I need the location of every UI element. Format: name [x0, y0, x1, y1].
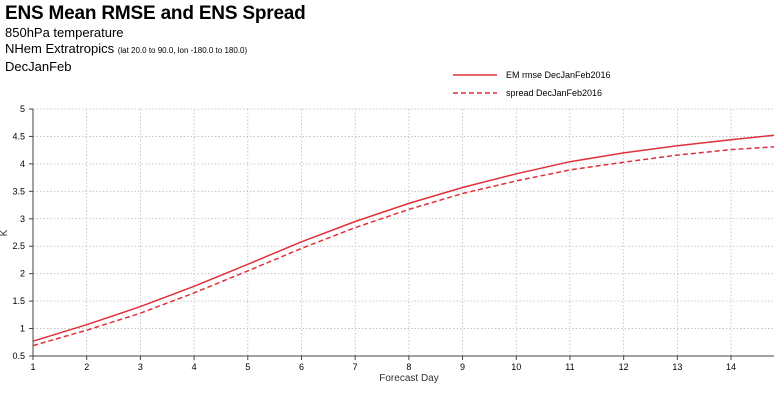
x-tick-label: 14: [726, 362, 736, 372]
y-tick-label: 3: [20, 214, 25, 224]
x-tick-label: 2: [84, 362, 89, 372]
grid-lines: [33, 108, 774, 356]
y-tick-label: 4: [20, 159, 25, 169]
parameter-subtitle: 850hPa temperature: [5, 25, 124, 40]
x-tick-label: 6: [299, 362, 304, 372]
rmse-line: [32, 134, 774, 342]
y-tick-label: 0.5: [12, 351, 25, 361]
legend: EM rmse DecJanFeb2016 spread DecJanFeb201…: [453, 70, 611, 98]
x-axis-label: Forecast Day: [379, 373, 438, 384]
spread-line: [32, 146, 774, 347]
region-subtitle: NHem Extratropics (lat 20.0 to 90.0, lon…: [5, 41, 306, 59]
x-tick-label: 4: [192, 362, 197, 372]
x-tick-label: 10: [511, 362, 521, 372]
x-tick-label: 8: [406, 362, 411, 372]
season-subtitle: DecJanFeb: [5, 59, 72, 74]
x-tick-label: 9: [460, 362, 465, 372]
x-tick-label: 5: [245, 362, 250, 372]
y-tick-label: 2.5: [12, 241, 25, 251]
y-tick-label: 1.5: [12, 296, 25, 306]
series-lines: [32, 134, 774, 347]
x-tick-label: 7: [353, 362, 358, 372]
y-tick-label: 3.5: [12, 186, 25, 196]
x-tick-label: 1: [30, 362, 35, 372]
x-tick-label: 12: [619, 362, 629, 372]
region-name: NHem Extratropics: [5, 41, 115, 56]
y-tick-label: 4.5: [12, 131, 25, 141]
y-tick-label: 2: [20, 269, 25, 279]
legend-label: EM rmse DecJanFeb2016: [506, 70, 611, 80]
chart-header: ENS Mean RMSE and ENS Spread 850hPa temp…: [5, 3, 306, 75]
x-tick-label: 3: [138, 362, 143, 372]
x-tick-label: 13: [672, 362, 682, 372]
chart-title: ENS Mean RMSE and ENS Spread: [5, 3, 306, 24]
axes: 1 2 3 4 5 6 7 8 9 10 11 12 13 140.511.522.533.544.55: [12, 104, 774, 372]
region-detail: (lat 20.0 to 90.0, lon -180.0 to 180.0): [117, 46, 248, 55]
y-axis-label: K: [0, 229, 10, 236]
y-tick-label: 5: [20, 104, 25, 114]
y-tick-label: 1: [20, 324, 25, 334]
x-tick-label: 11: [565, 362, 574, 372]
legend-label: spread DecJanFeb2016: [506, 88, 602, 98]
